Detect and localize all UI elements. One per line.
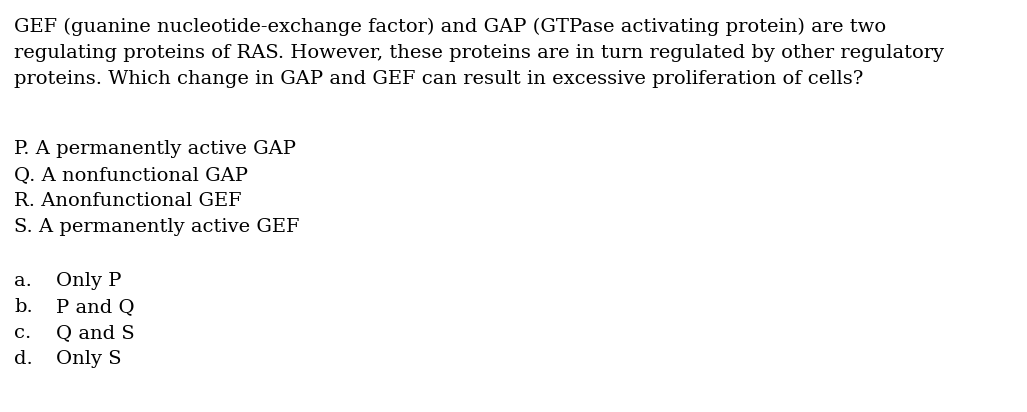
Text: P and Q: P and Q	[56, 298, 135, 316]
Text: R. Anonfunctional GEF: R. Anonfunctional GEF	[14, 192, 241, 210]
Text: P. A permanently active GAP: P. A permanently active GAP	[14, 140, 296, 158]
Text: Only S: Only S	[56, 350, 121, 368]
Text: Q and S: Q and S	[56, 324, 135, 342]
Text: b.: b.	[14, 298, 33, 316]
Text: c.: c.	[14, 324, 31, 342]
Text: d.: d.	[14, 350, 33, 368]
Text: proteins. Which change in GAP and GEF can result in excessive proliferation of c: proteins. Which change in GAP and GEF ca…	[14, 70, 864, 88]
Text: S. A permanently active GEF: S. A permanently active GEF	[14, 218, 300, 236]
Text: regulating proteins of RAS. However, these proteins are in turn regulated by oth: regulating proteins of RAS. However, the…	[14, 44, 944, 62]
Text: Q. A nonfunctional GAP: Q. A nonfunctional GAP	[14, 166, 248, 184]
Text: GEF (guanine nucleotide-exchange factor) and GAP (GTPase activating protein) are: GEF (guanine nucleotide-exchange factor)…	[14, 18, 886, 36]
Text: Only P: Only P	[56, 272, 121, 290]
Text: a.: a.	[14, 272, 32, 290]
